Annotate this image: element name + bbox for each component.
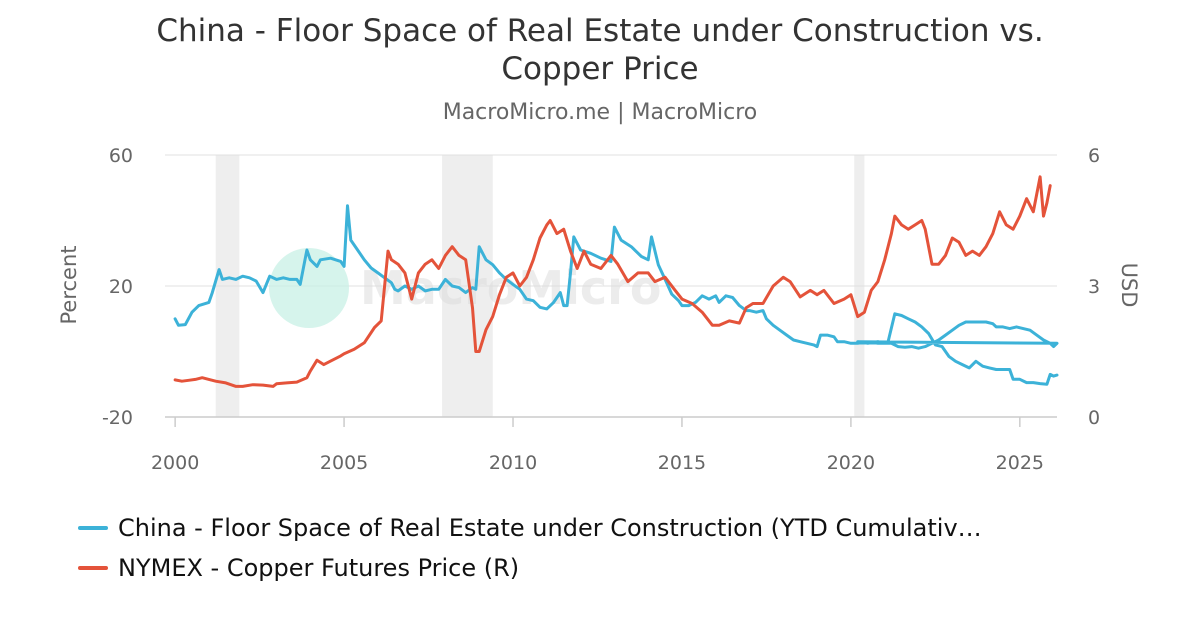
x-tick-label: 2020 [827, 452, 875, 474]
watermark-text: MacroMicro [360, 261, 661, 315]
series-line-floor-space [173, 204, 1059, 386]
x-tick-label: 2010 [489, 452, 537, 474]
legend-label: NYMEX - Copper Futures Price (R) [118, 554, 520, 582]
series-lines [173, 175, 1059, 388]
y-axis-title: Percent [57, 245, 81, 324]
y2-tick-label: 6 [1088, 145, 1100, 167]
gridlines [165, 154, 1057, 418]
legend-item-floor-space[interactable]: China - Floor Space of Real Estate under… [78, 508, 982, 548]
chart-subtitle: MacroMicro.me | MacroMicro [442, 100, 758, 125]
x-tick-label: 2000 [151, 452, 199, 474]
x-tick-label: 2025 [996, 452, 1044, 474]
legend-swatch-blue [78, 526, 108, 530]
x-tick-label: 2015 [658, 452, 706, 474]
axis-ticks: 2000 2005 2010 2015 2020 2025 -20 20 60 0 3 6 [102, 145, 1100, 474]
y2-tick-label: 0 [1088, 407, 1100, 429]
chart-area: MacroMicro 2000 2005 2010 2015 2020 2025-2020… [57, 145, 1141, 474]
legend-item-copper[interactable]: NYMEX - Copper Futures Price (R) [78, 548, 982, 588]
legend: China - Floor Space of Real Estate under… [78, 508, 982, 588]
legend-label: China - Floor Space of Real Estate under… [118, 514, 982, 542]
y-tick-label: 60 [109, 145, 133, 167]
y-tick-label: -20 [102, 407, 133, 429]
y-tick-label: 20 [109, 276, 133, 298]
watermark-logo-icon [269, 248, 349, 328]
legend-swatch-red [78, 566, 108, 570]
x-tick-label: 2005 [320, 452, 368, 474]
chart-title: China - Floor Space of Real Estate under… [156, 13, 1044, 87]
y2-tick-label: 3 [1088, 276, 1100, 298]
series-line-copper-price [173, 175, 1052, 388]
y2-axis-title: USD [1117, 263, 1141, 308]
